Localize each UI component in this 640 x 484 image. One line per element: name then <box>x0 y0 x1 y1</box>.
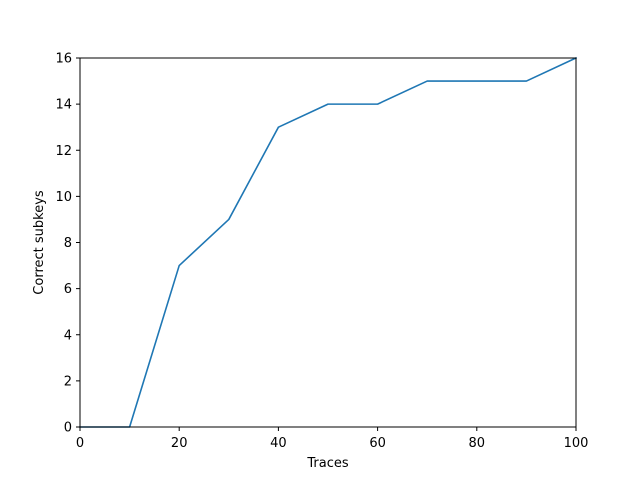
y-axis-ticks: 0 2 4 6 8 10 12 14 16 <box>55 52 80 436</box>
y-tick-label: 12 <box>55 144 72 159</box>
x-tick-label: 40 <box>270 436 287 451</box>
x-tick-label: 60 <box>369 436 386 451</box>
y-tick-label: 2 <box>64 374 72 389</box>
series-layer <box>79 56 578 428</box>
x-axis-label: Traces <box>306 456 348 471</box>
x-axis-ticks: 0 20 40 60 80 100 <box>76 427 589 451</box>
y-tick-label: 14 <box>55 98 72 113</box>
x-tick-label: 80 <box>469 436 486 451</box>
y-tick-label: 8 <box>64 236 72 251</box>
x-tick-label: 0 <box>76 436 84 451</box>
y-tick-label: 4 <box>64 328 72 343</box>
plot-area <box>80 58 576 427</box>
x-tick-label: 100 <box>564 436 589 451</box>
x-tick-label: 20 <box>171 436 188 451</box>
y-tick-label: 16 <box>55 52 72 67</box>
series-line-0 <box>79 56 578 428</box>
y-tick-label: 0 <box>64 421 72 436</box>
y-axis-label: Correct subkeys <box>32 190 47 295</box>
y-tick-label: 6 <box>64 282 72 297</box>
y-tick-label: 10 <box>55 190 72 205</box>
